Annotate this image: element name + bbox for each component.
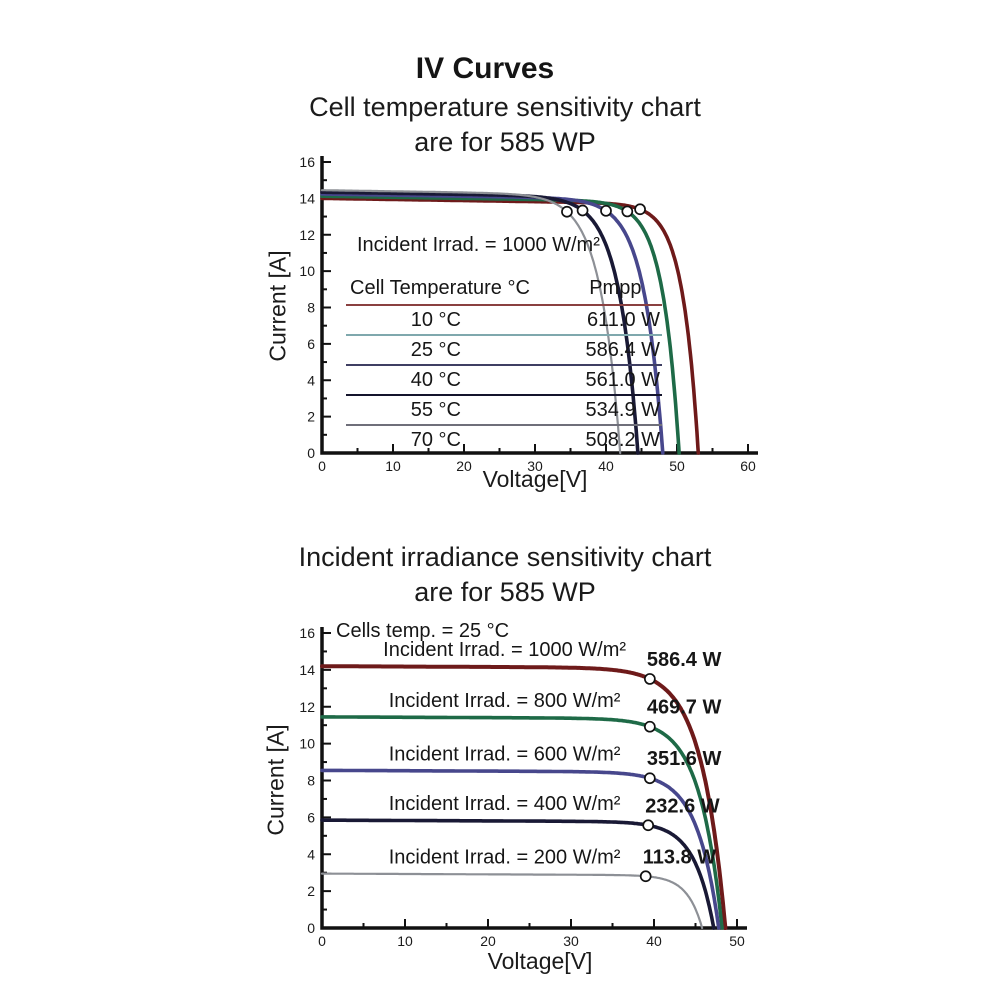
x-tick-label: 40 [598, 458, 614, 474]
pmpp-value: 561.0 W [568, 364, 662, 395]
x-tick-label: 20 [456, 458, 472, 474]
x-tick-label: 30 [527, 458, 543, 474]
curve-25-c [320, 194, 681, 455]
chart1-title-line1: Cell temperature sensitivity chart [309, 92, 701, 122]
pmpp-table-header-pmpp: Pmpp [589, 276, 642, 299]
y-tick-label: 6 [307, 809, 315, 825]
pmpp-table-row: 70 °C 508.2 W [346, 424, 662, 454]
pmpp-value: 586.4 W [568, 334, 662, 365]
power-label-586-4-w: 586.4 W [647, 649, 722, 671]
y-tick-label: 14 [299, 662, 315, 678]
y-tick-label: 6 [307, 336, 315, 352]
mpp-marker-incident-irrad-400-w-m [642, 819, 655, 832]
y-tick-label: 12 [299, 699, 315, 715]
pmpp-table-row: 25 °C 586.4 W [346, 334, 662, 365]
chart2-x-axis-label: Voltage[V] [487, 948, 593, 974]
pmpp-table-row: 10 °C 611.0 W [346, 304, 662, 335]
chart2-title-line1: Incident irradiance sensitivity chart [298, 542, 712, 572]
series-label-incident-irrad-800-w-m: Incident Irrad. = 800 W/m² [389, 690, 621, 712]
mpp-marker-70-c [561, 205, 573, 218]
curve-incident-irrad-200-w-m [320, 872, 704, 930]
curve-incident-irrad-1000-w-m [320, 664, 728, 930]
power-label-351-6-w: 351.6 W [647, 748, 722, 770]
chart2-title-line2: are for 585 WP [414, 577, 596, 607]
y-tick-label: 16 [299, 154, 315, 170]
mpp-marker-incident-irrad-600-w-m [644, 772, 656, 785]
chart2-plot: 0 10 20 30 40 50 0 2 4 6 8 10 12 14 16 Incident Irrad. … [299, 625, 747, 949]
series-label-incident-irrad-200-w-m: Incident Irrad. = 200 W/m² [389, 847, 621, 869]
x-tick-label: 30 [563, 933, 579, 949]
y-tick-label: 16 [299, 625, 315, 641]
chart1-irradiance-annotation: Incident Irrad. = 1000 W/m² [357, 234, 600, 256]
cell-temperature-value: 40 °C [346, 364, 569, 395]
y-tick-label: 10 [299, 263, 315, 279]
x-tick-label: 40 [646, 933, 662, 949]
x-tick-label: 0 [318, 933, 326, 949]
x-tick-label: 60 [740, 458, 756, 474]
mpp-marker-incident-irrad-200-w-m [639, 870, 652, 883]
x-tick-label: 50 [729, 933, 745, 949]
x-tick-label: 50 [669, 458, 685, 474]
pmpp-table-header-cell-temperature-c: Cell Temperature °C [350, 276, 530, 299]
chart1-title-line2: are for 585 WP [414, 127, 596, 157]
y-tick-label: 2 [307, 883, 315, 899]
page-title: IV Curves [415, 52, 555, 86]
pmpp-table-row: 55 °C 534.9 W [346, 394, 662, 425]
cell-temperature-value: 55 °C [346, 394, 569, 425]
power-label-469-7-w: 469.7 W [647, 697, 722, 719]
mpp-marker-incident-irrad-800-w-m [644, 720, 656, 733]
axes [320, 627, 747, 930]
y-tick-label: 0 [307, 920, 315, 936]
chart1-title: Cell temperature sensitivity chart are f… [0, 90, 1000, 160]
chart2-title: Incident irradiance sensitivity chart ar… [0, 540, 1000, 610]
pmpp-table-row: 40 °C 561.0 W [346, 364, 662, 395]
cell-temperature-value: 25 °C [346, 334, 569, 365]
cell-temperature-value: 10 °C [346, 304, 569, 335]
power-label-113-8-w: 113.8 W [643, 846, 717, 868]
pmpp-table: Cell Temperature °C Pmpp 10 °C 611.0 W 25 °C… [346, 272, 662, 454]
y-tick-label: 8 [307, 773, 315, 789]
y-tick-label: 14 [299, 190, 315, 206]
chart1-legend-table: Cell Temperature °C Pmpp 10 °C 611.0 W 25 °C… [346, 272, 662, 454]
pmpp-value: 611.0 W [568, 304, 662, 335]
chart2-cells-temp-annotation: Cells temp. = 25 °C [336, 620, 510, 642]
mpp-marker-10-c [634, 203, 646, 216]
mpp-marker-25-c [621, 205, 634, 218]
curve-incident-irrad-800-w-m [320, 715, 724, 930]
mpp-marker-incident-irrad-1000-w-m [644, 673, 656, 685]
y-tick-label: 4 [307, 846, 315, 862]
pmpp-value: 534.9 W [568, 394, 662, 425]
y-tick-label: 12 [299, 227, 315, 243]
chart1-x-axis-label: Voltage[V] [482, 466, 588, 492]
series-label-incident-irrad-1000-w-m: Incident Irrad. = 1000 W/m² [383, 639, 626, 661]
y-tick-label: 8 [307, 300, 315, 316]
series-label-incident-irrad-400-w-m: Incident Irrad. = 400 W/m² [389, 793, 621, 815]
y-tick-label: 10 [299, 736, 315, 752]
x-tick-label: 10 [385, 458, 401, 474]
x-tick-label: 0 [318, 458, 326, 474]
x-tick-label: 10 [397, 933, 413, 949]
y-tick-label: 2 [307, 409, 315, 425]
series-label-incident-irrad-600-w-m: Incident Irrad. = 600 W/m² [389, 743, 621, 765]
y-tick-label: 0 [307, 445, 315, 461]
cell-temperature-value: 70 °C [346, 424, 569, 454]
x-tick-label: 20 [480, 933, 496, 949]
chart1-plot: 0 10 20 30 40 50 60 0 2 4 6 8 10 12 14 16 [299, 154, 758, 474]
power-label-232-6-w: 232.6 W [645, 795, 720, 817]
mpp-marker-40-c [600, 204, 612, 217]
y-tick-label: 4 [307, 372, 315, 388]
mpp-marker-55-c [576, 204, 589, 217]
pmpp-value: 508.2 W [568, 424, 662, 454]
